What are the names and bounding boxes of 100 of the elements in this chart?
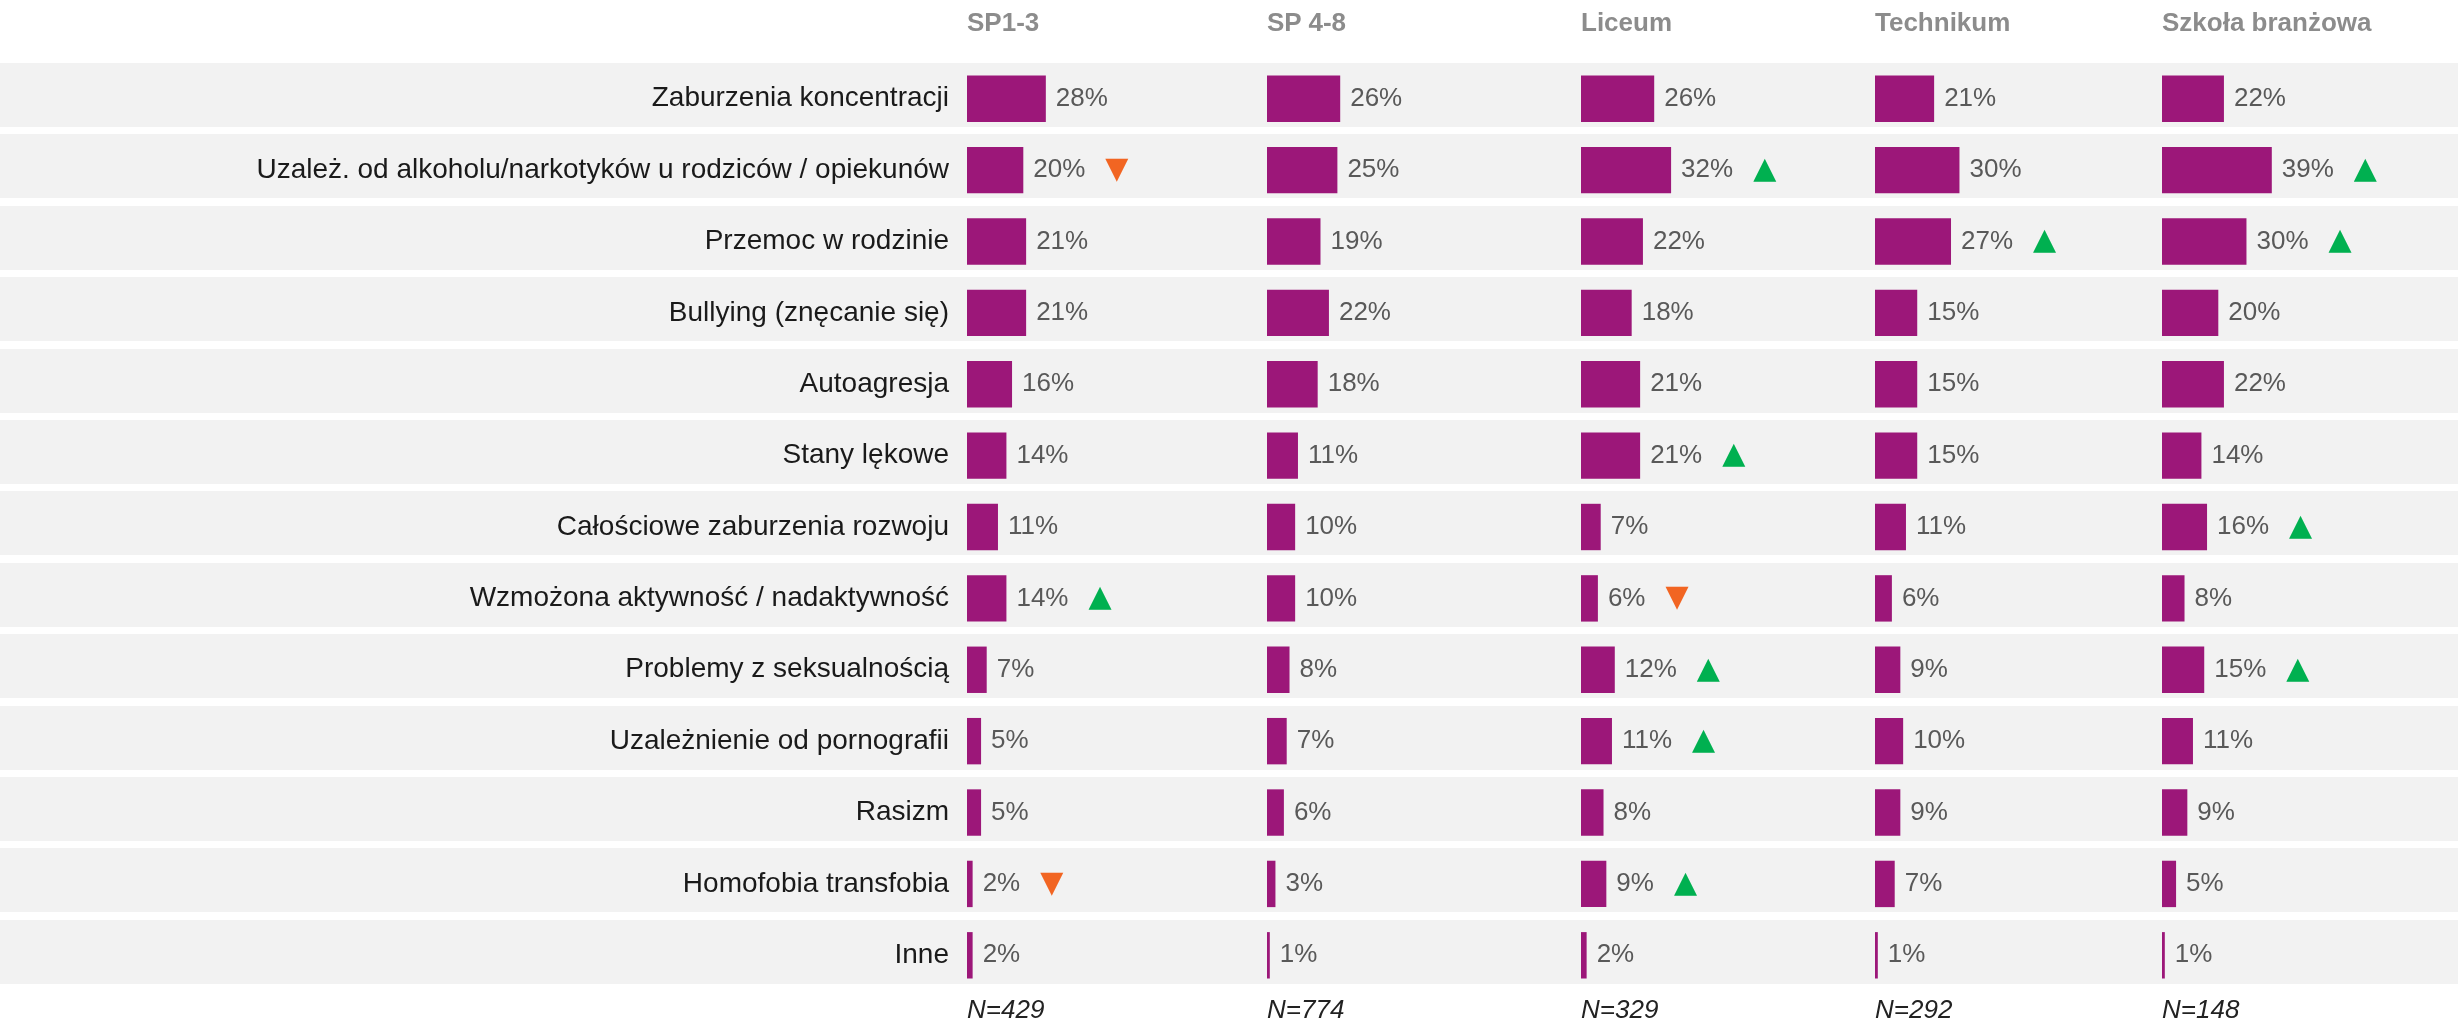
data-label: 20% — [2228, 296, 2281, 327]
annotation: ▲ — [1088, 578, 1112, 614]
data-label: 21% — [1036, 224, 1089, 255]
y-tick-label: Inne — [894, 938, 949, 970]
bar — [1267, 289, 1329, 337]
y-tick-label: Uzależnienie od pornografii — [609, 723, 949, 755]
data-label: 27% — [1961, 224, 2014, 255]
chart-title: Liceum — [1581, 7, 1673, 38]
data-label: 5% — [991, 795, 1029, 826]
data-label: 21% — [1650, 367, 1703, 398]
bar — [1267, 860, 1276, 908]
data-label: 25% — [1347, 153, 1400, 184]
data-label: 11% — [1915, 510, 1967, 541]
x-axis-title: N=429 — [967, 994, 1045, 1025]
x-axis-title: N=148 — [2162, 994, 2240, 1025]
data-label: 9% — [1910, 795, 1948, 826]
bar — [1581, 289, 1632, 337]
bar — [1267, 432, 1298, 479]
data-label: 10% — [1305, 581, 1358, 612]
bar — [967, 646, 987, 693]
chart-title: Szkoła branżowa — [2162, 7, 2373, 38]
annotation: ▲ — [1692, 720, 1716, 756]
data-label: 22% — [1338, 296, 1391, 327]
bar — [1875, 146, 1960, 194]
bar — [1875, 789, 1901, 836]
annotation: ▲ — [2353, 149, 2377, 185]
chart-title: SP1-3 — [967, 7, 1040, 38]
data-label: 16% — [1022, 367, 1075, 398]
data-label: 15% — [1927, 367, 1980, 398]
bar — [2162, 503, 2208, 551]
data-label: 16% — [2217, 510, 2270, 541]
data-label: 5% — [2186, 867, 2224, 898]
bar — [1267, 789, 1284, 836]
data-label: 20% — [1033, 153, 1086, 184]
data-label: 22% — [2233, 367, 2286, 398]
bar — [967, 218, 1027, 265]
data-label: 7% — [1610, 510, 1649, 541]
bar — [1581, 932, 1587, 979]
bar — [1581, 75, 1655, 122]
y-tick-label: Homofobia transfobia — [682, 866, 950, 898]
data-label: 3% — [1285, 867, 1324, 898]
data-label: 6% — [1607, 581, 1646, 612]
chart-title: Technikum — [1875, 7, 2011, 38]
bar — [967, 860, 973, 908]
data-label: 7% — [996, 652, 1035, 683]
data-label: 10% — [1913, 724, 1966, 755]
data-label: 7% — [1904, 867, 1943, 898]
y-tick-label: Problemy z seksualnością — [625, 652, 950, 684]
bar — [1581, 432, 1641, 479]
data-label: 39% — [2281, 153, 2334, 184]
data-label: 2% — [982, 867, 1021, 898]
data-label: 9% — [2197, 795, 2235, 826]
y-tick-label: Stany lękowe — [782, 438, 949, 470]
bar — [2162, 789, 2188, 836]
bar — [1875, 218, 1952, 265]
data-label: 15% — [1927, 296, 1980, 327]
bar — [1581, 717, 1612, 765]
y-tick-label: Autoagresja — [799, 366, 950, 398]
bar — [2162, 218, 2247, 265]
data-label: 1% — [2174, 938, 2213, 969]
data-label: 7% — [1296, 724, 1335, 755]
data-label: 21% — [1944, 81, 1997, 112]
bar — [1581, 218, 1643, 265]
data-label: 30% — [1969, 153, 2022, 184]
y-tick-label: Bullying (znęcanie się) — [668, 295, 949, 327]
bar — [1267, 646, 1290, 693]
bar — [1267, 717, 1287, 765]
bar — [1581, 146, 1672, 194]
data-label: 9% — [1910, 652, 1948, 683]
bar — [1875, 75, 1935, 122]
y-tick-label: Rasizm — [855, 795, 949, 827]
data-label: 9% — [1616, 867, 1654, 898]
data-label: 11% — [1307, 438, 1359, 469]
annotation: ▲ — [1722, 435, 1746, 471]
annotation: ▼ — [1665, 578, 1689, 614]
y-tick-label: Całościowe zaburzenia rozwoju — [556, 509, 949, 541]
data-label: 14% — [1016, 581, 1069, 612]
data-label: 30% — [2256, 224, 2309, 255]
bar — [967, 289, 1027, 337]
data-label: 26% — [1350, 81, 1403, 112]
bar — [1581, 646, 1615, 693]
data-label: 28% — [1055, 81, 1108, 112]
bar — [2162, 860, 2177, 908]
annotation: ▲ — [2286, 649, 2310, 685]
annotation: ▲ — [1673, 863, 1697, 899]
bar — [1875, 575, 1892, 622]
data-label: 11% — [2202, 724, 2254, 755]
data-label: 14% — [1016, 438, 1069, 469]
data-label: 18% — [1641, 296, 1694, 327]
bar — [2162, 75, 2224, 122]
bar — [1875, 289, 1918, 337]
bar — [1581, 789, 1604, 836]
bar — [2162, 289, 2219, 337]
data-label: 12% — [1624, 652, 1677, 683]
data-label: 5% — [991, 724, 1029, 755]
bar — [967, 503, 998, 551]
bar — [2162, 146, 2272, 194]
data-label: 8% — [1299, 652, 1338, 683]
bar — [1581, 575, 1598, 622]
x-axis-title: N=292 — [1875, 994, 1953, 1025]
